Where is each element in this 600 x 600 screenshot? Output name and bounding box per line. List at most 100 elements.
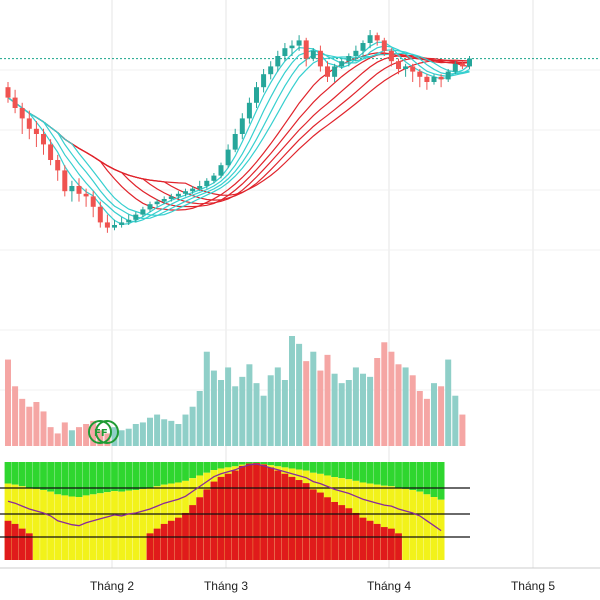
osc-green-bar (160, 462, 168, 485)
osc-red-bar (317, 492, 324, 560)
osc-green-bar (189, 462, 196, 479)
osc-green-bar (395, 462, 402, 488)
osc-yellow-bar (118, 491, 125, 560)
osc-green-bar (139, 462, 147, 489)
osc-yellow-bar (423, 494, 431, 560)
osc-yellow-bar (89, 494, 97, 560)
osc-green-bar (380, 462, 388, 486)
osc-green-bar (18, 462, 26, 487)
candle-body (282, 48, 288, 56)
volume-bar (438, 386, 445, 446)
candle-body (417, 71, 423, 77)
osc-green-bar (132, 462, 140, 491)
osc-red-bar (331, 501, 338, 560)
osc-red-bar (260, 464, 267, 560)
candle-body (183, 191, 188, 194)
volume-bar (68, 430, 75, 446)
osc-green-bar (89, 462, 97, 495)
osc-red-bar (388, 528, 395, 560)
osc-green-bar (196, 462, 204, 476)
osc-red-bar (4, 520, 12, 560)
candle-body (133, 214, 139, 220)
osc-yellow-bar (388, 486, 395, 560)
volume-bar (345, 380, 352, 446)
volume-bar (161, 419, 168, 446)
candle-body (239, 118, 245, 134)
osc-green-bar (210, 462, 218, 471)
volume-bar (19, 398, 26, 446)
osc-green-bar (295, 462, 303, 470)
osc-green-bar (153, 462, 161, 487)
osc-green-bar (82, 462, 90, 496)
osc-yellow-bar (25, 487, 33, 560)
volume-bars (5, 336, 466, 446)
osc-green-bar (309, 462, 317, 473)
volume-bar (317, 370, 324, 446)
volume-bar (296, 343, 303, 446)
volume-bar (203, 351, 210, 446)
osc-yellow-bar (416, 491, 424, 560)
ff-label: FF (94, 428, 108, 439)
candle-body (346, 56, 352, 62)
candle-body (360, 43, 366, 51)
candle-body (353, 50, 359, 56)
volume-bar (132, 424, 139, 446)
ma-slow-line (7, 59, 470, 196)
osc-red-bar (196, 497, 204, 560)
candle-body (62, 170, 68, 192)
osc-green-bar (409, 462, 417, 491)
candle-body (374, 35, 380, 41)
volume-bar (260, 395, 267, 446)
x-axis: Tháng 2 Tháng 3 Tháng 4 Tháng 5 (90, 579, 555, 593)
osc-yellow-bar (18, 486, 26, 560)
volume-bar (239, 376, 246, 446)
volume-bar (139, 422, 146, 446)
volume-bar (367, 376, 374, 446)
osc-green-bar (75, 462, 83, 498)
candle-body (204, 180, 210, 186)
candlestick-series (5, 30, 472, 233)
osc-red-bar (281, 473, 289, 560)
osc-green-bar (61, 462, 69, 496)
volume-bar (338, 383, 345, 446)
osc-yellow-bar (146, 487, 154, 560)
candle-body (261, 74, 267, 88)
volume-bar (147, 417, 153, 446)
volume-bar (431, 383, 437, 446)
volume-bar (374, 358, 381, 446)
volume-bar (168, 420, 175, 446)
candle-body (467, 58, 472, 67)
osc-green-bar (217, 462, 225, 469)
candle-body (325, 66, 330, 77)
osc-yellow-bar (373, 484, 381, 560)
osc-green-bar (331, 462, 338, 478)
osc-green-bar (40, 462, 47, 491)
candle-body (332, 66, 338, 77)
osc-green-bar (4, 462, 12, 484)
osc-red-bar (160, 523, 168, 560)
osc-red-bar (395, 533, 402, 560)
osc-red-bar (18, 528, 26, 560)
osc-red-bar (309, 489, 317, 560)
candle-body (254, 87, 259, 103)
candle-body (225, 149, 231, 166)
volume-bar (5, 359, 11, 446)
osc-green-bar (125, 462, 133, 491)
volume-bar (253, 383, 260, 446)
osc-green-bar (359, 462, 367, 483)
volume-bar (274, 367, 281, 446)
candle-body (232, 134, 238, 150)
osc-green-bar (224, 462, 232, 468)
osc-green-bar (96, 462, 104, 494)
osc-green-bar (317, 462, 324, 474)
osc-signal-line (7, 463, 442, 532)
volume-bar (175, 424, 182, 446)
osc-red-bar (366, 520, 374, 560)
ff-event-marker[interactable]: FF (88, 420, 119, 444)
candle-body (459, 63, 465, 67)
volume-bar (331, 373, 338, 446)
osc-green-bar (288, 462, 296, 469)
volume-bar (196, 391, 203, 446)
osc-yellow-bar (104, 492, 111, 560)
